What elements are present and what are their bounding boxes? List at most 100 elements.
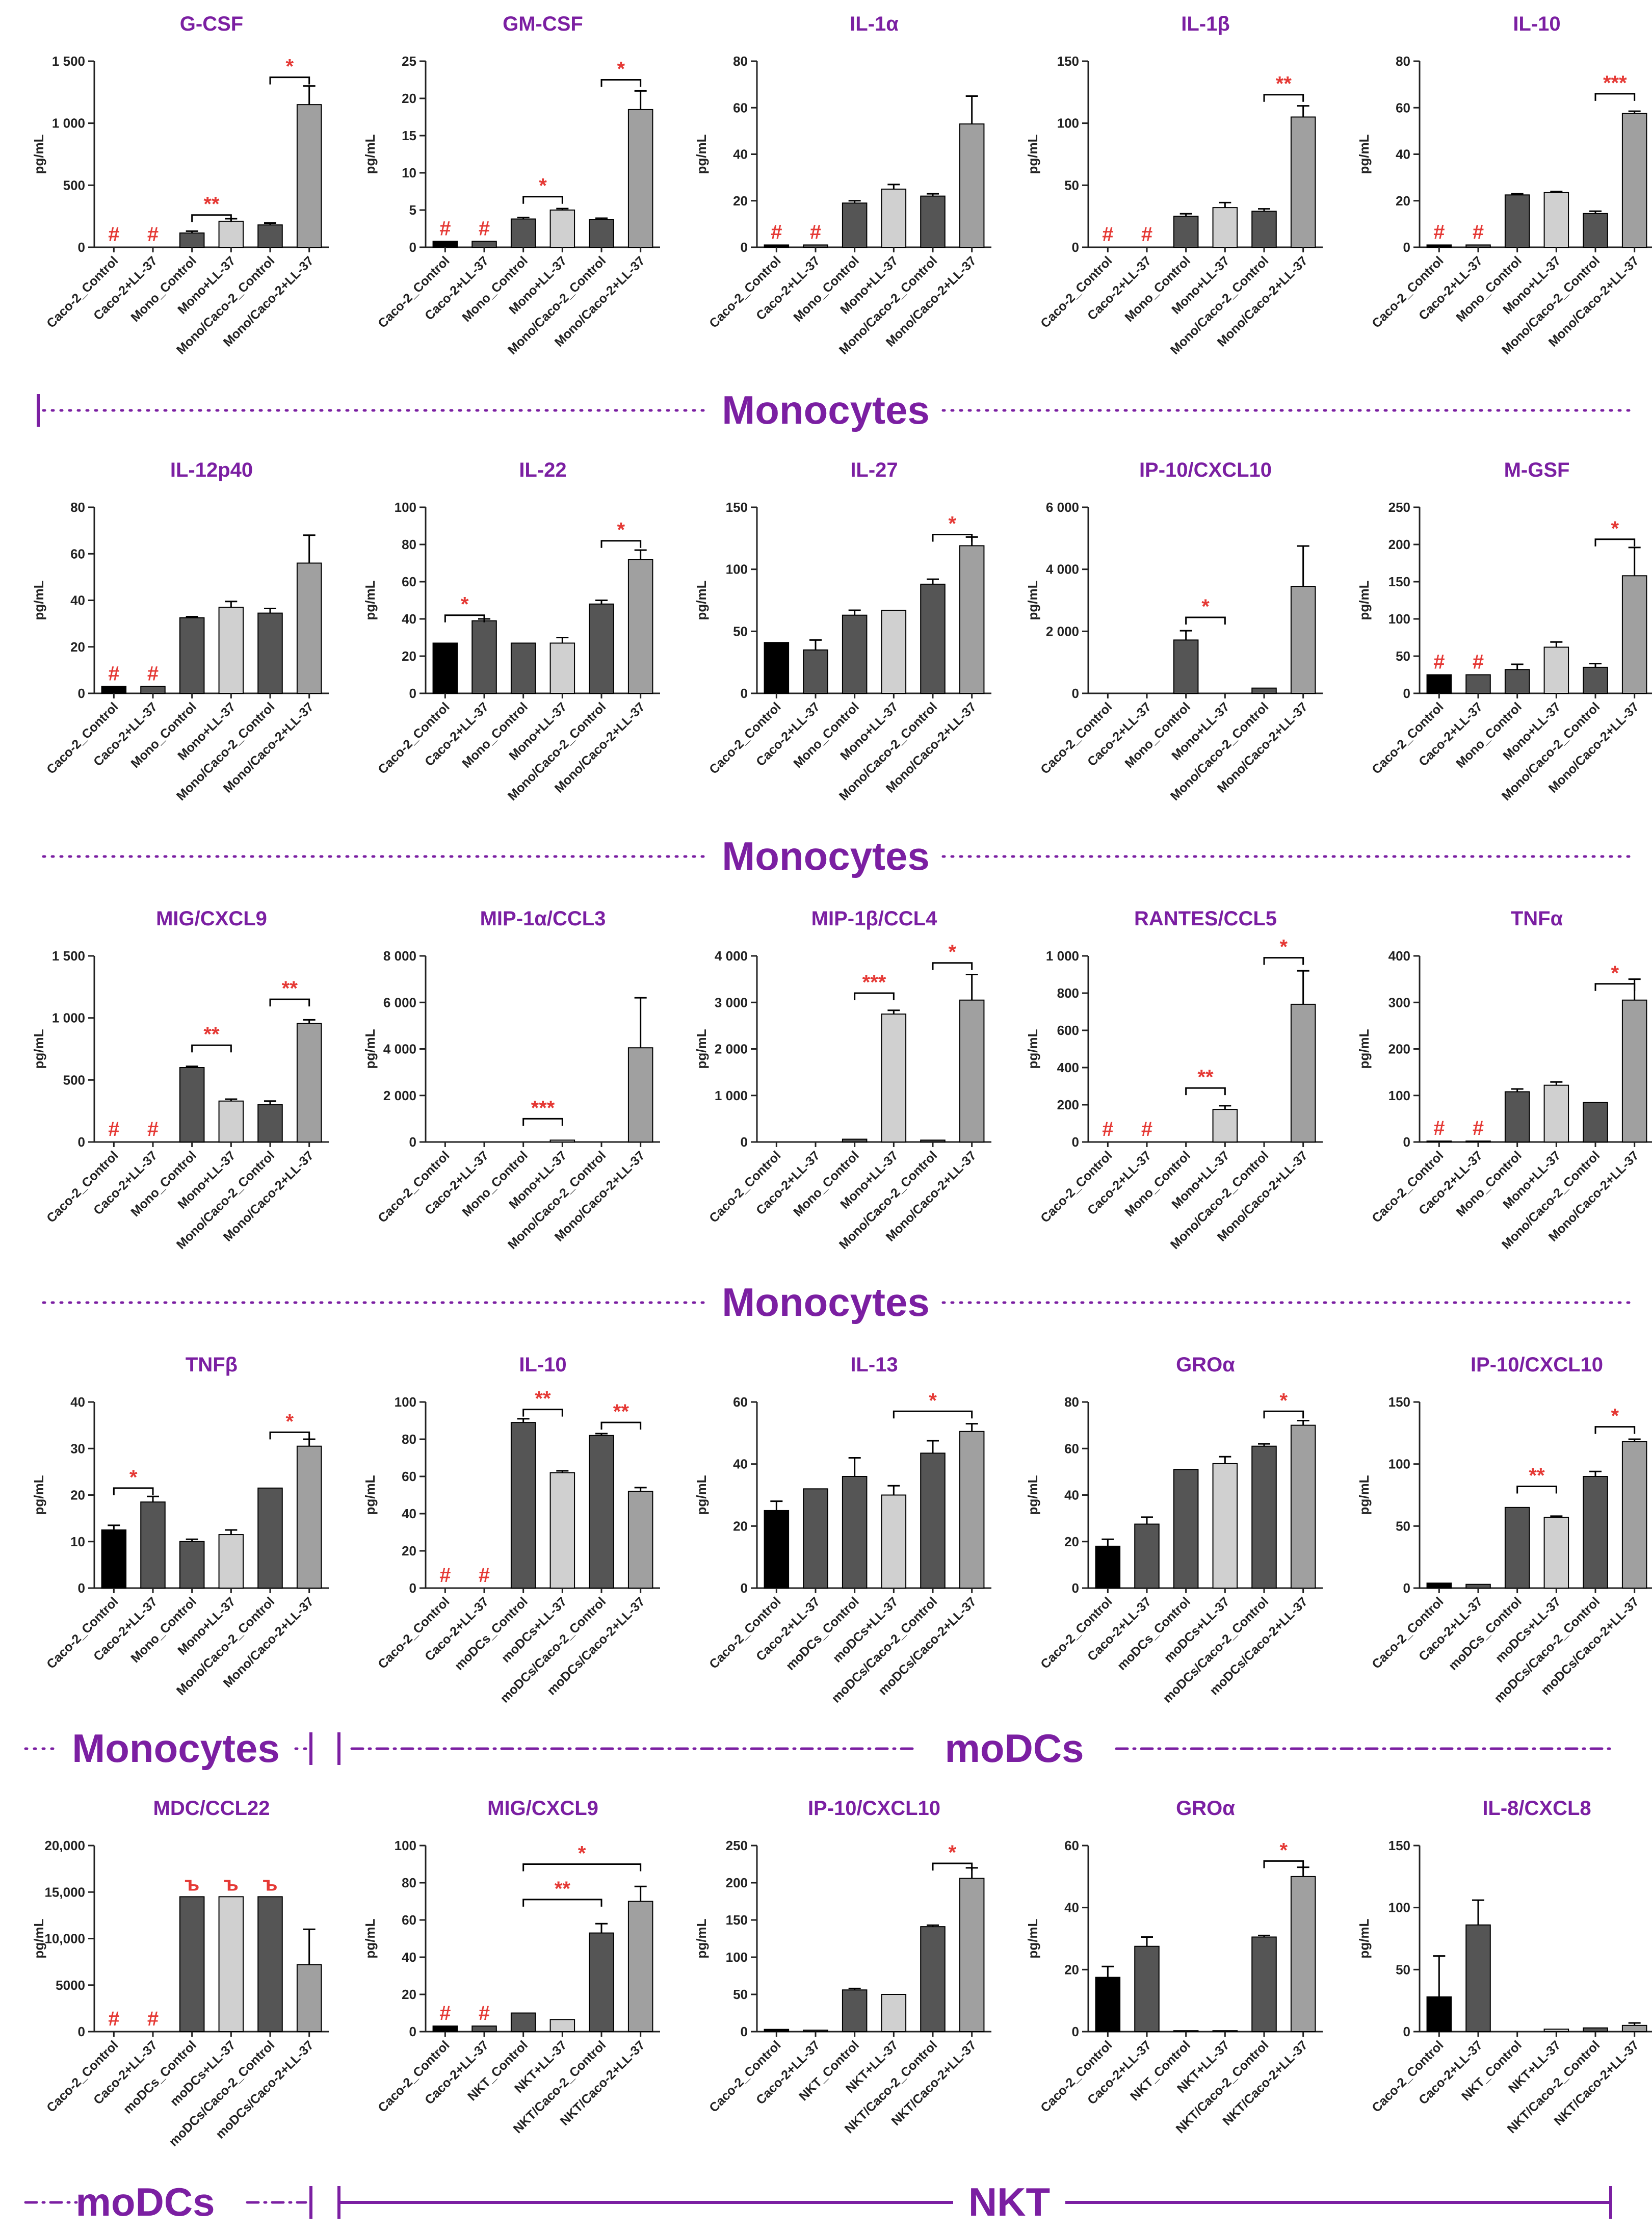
x-tick-label: Caco-2_Control	[1038, 1594, 1115, 1671]
y-tick-label: 100	[726, 562, 748, 577]
y-tick-label: 20,000	[44, 1838, 85, 1853]
y-tick-label: 1 000	[52, 1010, 85, 1026]
y-tick-label: 200	[1057, 1097, 1079, 1112]
y-tick-label: 10	[402, 165, 416, 180]
significance-bracket	[1263, 1860, 1304, 1868]
bar	[1290, 586, 1316, 694]
chart-panel-22: MIG/CXCL9 pg/mL 0 20 40 60 80 100 Caco-2_Control…	[362, 1797, 660, 2136]
bar	[1212, 1463, 1238, 1589]
bar	[959, 1431, 985, 1589]
bar	[1583, 2027, 1608, 2032]
significance-mark: #	[479, 1564, 490, 1587]
chart-panel-16: TNFβpg/mL010203040Caco-2_ControlCaco-2+L…	[31, 1354, 329, 1698]
significance-stars: **	[203, 193, 220, 216]
bar	[140, 686, 166, 694]
y-tick-label: 200	[1388, 537, 1410, 552]
y-axis-label: pg/mL	[694, 1029, 709, 1069]
significance-stars: **	[535, 1388, 551, 1410]
chart-title: GROα	[1176, 1354, 1235, 1376]
bar	[179, 617, 205, 694]
significance-bracket	[269, 1431, 310, 1440]
bar	[471, 2026, 497, 2033]
x-tick-label: Caco-2_Control	[44, 1148, 121, 1225]
bar	[1543, 2029, 1569, 2032]
bar	[1095, 1977, 1121, 2033]
bar	[1134, 1523, 1160, 1589]
y-axis-label: pg/mL	[362, 580, 378, 620]
significance-mark: #	[147, 662, 159, 685]
significance-stars: *	[1611, 1405, 1619, 1427]
chart-title: RANTES/CCL5	[1134, 907, 1277, 930]
y-tick-label: 60	[733, 100, 748, 115]
significance-bracket	[522, 196, 563, 204]
bar	[1621, 575, 1647, 694]
chart-title: IP-10/CXCL10	[808, 1797, 940, 1820]
significance-stars: **	[1197, 1066, 1214, 1088]
section-label: Monocytes	[722, 834, 929, 878]
bar	[627, 559, 653, 694]
y-axis-label: pg/mL	[1356, 580, 1372, 620]
y-axis-label: pg/mL	[1356, 1029, 1372, 1069]
significance-bracket	[1185, 616, 1226, 625]
y-tick-label: 80	[402, 1875, 416, 1890]
x-tick-label: Caco-2_Control	[1038, 699, 1115, 776]
y-tick-label: 2 000	[715, 1042, 748, 1057]
bar	[549, 642, 575, 694]
chart-panel-23: IP-10/CXCL10 pg/mL 0 50 100 150 200 250 Caco-2_C…	[694, 1797, 991, 2136]
x-tick-label: Caco-2_Control	[1369, 1148, 1446, 1225]
y-tick-label: 0	[409, 240, 416, 255]
bar	[101, 1529, 127, 1589]
bar	[257, 612, 283, 694]
significance-stars: *	[539, 175, 547, 197]
y-tick-label: 1 000	[52, 116, 85, 131]
significance-stars: ***	[1603, 72, 1627, 94]
y-tick-label: 150	[1388, 1394, 1410, 1410]
significance-bracket	[522, 1409, 563, 1417]
significance-bracket	[600, 79, 642, 87]
significance-bracket	[1516, 1485, 1557, 1494]
significance-stars: ***	[862, 971, 886, 994]
significance-stars: *	[286, 1410, 294, 1433]
significance-mark: #	[1433, 221, 1445, 243]
significance-stars: *	[949, 513, 957, 535]
bar	[1290, 116, 1316, 248]
bar	[589, 219, 614, 248]
chart-panel-4: IL-1βpg/mL050100150Caco-2_Control#Caco-2…	[1025, 13, 1323, 357]
significance-bracket	[1263, 957, 1304, 965]
significance-bracket	[269, 76, 310, 85]
y-tick-label: 40	[402, 611, 416, 627]
y-tick-label: 100	[395, 1838, 416, 1853]
chart-title: TNFα	[1511, 907, 1563, 930]
significance-bracket	[1185, 1087, 1226, 1096]
section-label: moDCs	[75, 2179, 215, 2224]
y-tick-label: 100	[395, 1394, 416, 1410]
y-tick-label: 250	[726, 1838, 748, 1853]
y-tick-label: 40	[402, 1506, 416, 1521]
y-tick-label: 50	[1396, 1518, 1410, 1534]
section-label: moDCs	[945, 1726, 1084, 1771]
y-tick-label: 1 000	[715, 1088, 748, 1103]
significance-mark: #	[1433, 1117, 1445, 1139]
y-tick-label: 5000	[56, 1978, 85, 1993]
y-axis-label: pg/mL	[1025, 1918, 1040, 1958]
y-tick-label: 0	[78, 1580, 85, 1596]
bar	[257, 1896, 283, 2032]
chart-title: IL-1α	[850, 13, 899, 35]
y-tick-label: 0	[78, 686, 85, 701]
y-tick-label: 0	[1403, 1134, 1410, 1150]
significance-bracket	[1594, 93, 1636, 101]
bar	[803, 649, 828, 694]
bar	[881, 609, 907, 694]
chart-title: MIG/CXCL9	[156, 907, 267, 930]
chart-panel-21: MDC/CCL22 pg/mL 0 5000 10,000 15,000 20,000 Cac…	[31, 1797, 329, 2149]
bar	[1504, 1507, 1530, 1589]
chart-panel-24: GROαpg/mL0204060Caco-2_ControlCaco-2+LL-…	[1025, 1797, 1323, 2136]
chart-panel-9: IP-10/CXCL10 pg/mL 0 2 000 4 000 6 000 Caco-2_…	[1025, 459, 1323, 803]
bar	[1504, 194, 1530, 248]
y-tick-label: 20	[402, 91, 416, 106]
bar	[296, 1023, 322, 1143]
y-axis-label: pg/mL	[1025, 134, 1040, 174]
chart-panel-25: IL-8/CXCL8pg/mL050100150Caco-2_ControlCa…	[1356, 1797, 1652, 2136]
y-tick-label: 40	[402, 1950, 416, 1965]
bar	[1583, 666, 1608, 694]
